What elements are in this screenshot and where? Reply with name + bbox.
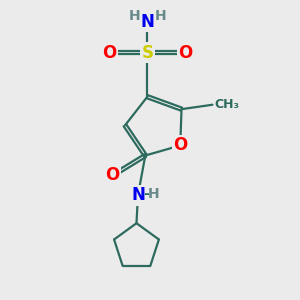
Text: N: N	[131, 186, 145, 204]
Text: H: H	[148, 187, 159, 201]
Text: CH₃: CH₃	[215, 98, 240, 111]
Text: S: S	[141, 44, 153, 62]
Text: O: O	[103, 44, 117, 62]
Text: H: H	[155, 9, 167, 23]
Text: -: -	[143, 187, 149, 201]
Text: H: H	[128, 9, 140, 23]
Text: O: O	[105, 166, 119, 184]
Text: O: O	[178, 44, 192, 62]
Text: O: O	[173, 136, 188, 154]
Text: N: N	[140, 13, 154, 31]
